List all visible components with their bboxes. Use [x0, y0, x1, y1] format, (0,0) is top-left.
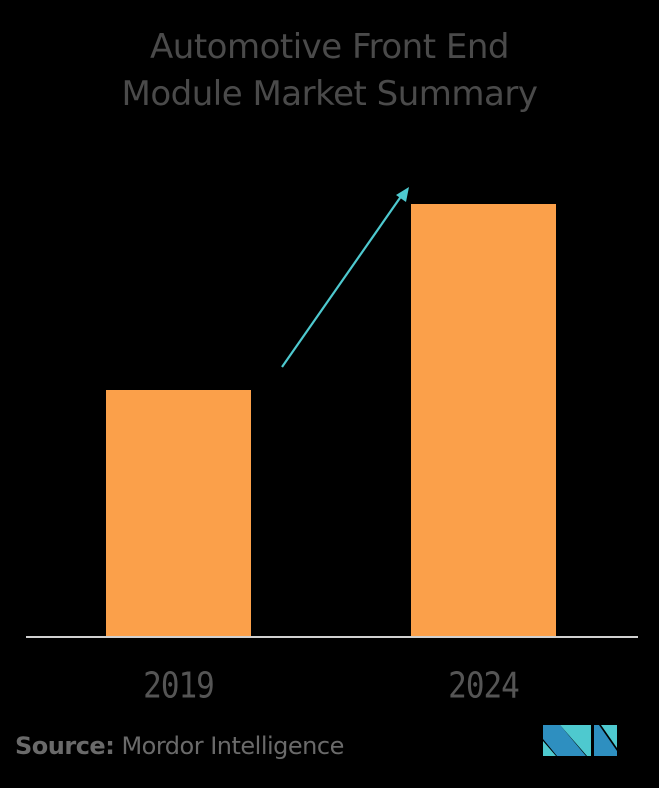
- source-label: Source:: [15, 732, 115, 760]
- x-axis-label-2019: 2019: [143, 665, 215, 707]
- x-axis-line: [26, 636, 638, 638]
- bar-2024: [411, 204, 556, 637]
- mordor-intelligence-logo-icon: [543, 725, 617, 756]
- chart-title-line-1: Automotive Front End: [150, 27, 509, 67]
- source-name: Mordor Intelligence: [121, 732, 344, 760]
- x-axis-label-2024: 2024: [448, 665, 520, 707]
- source-attribution: Source: Mordor Intelligence: [15, 732, 344, 760]
- chart-title: Automotive Front End Module Market Summa…: [0, 24, 659, 118]
- bar-2019: [106, 390, 251, 637]
- chart-title-line-2: Module Market Summary: [121, 74, 538, 114]
